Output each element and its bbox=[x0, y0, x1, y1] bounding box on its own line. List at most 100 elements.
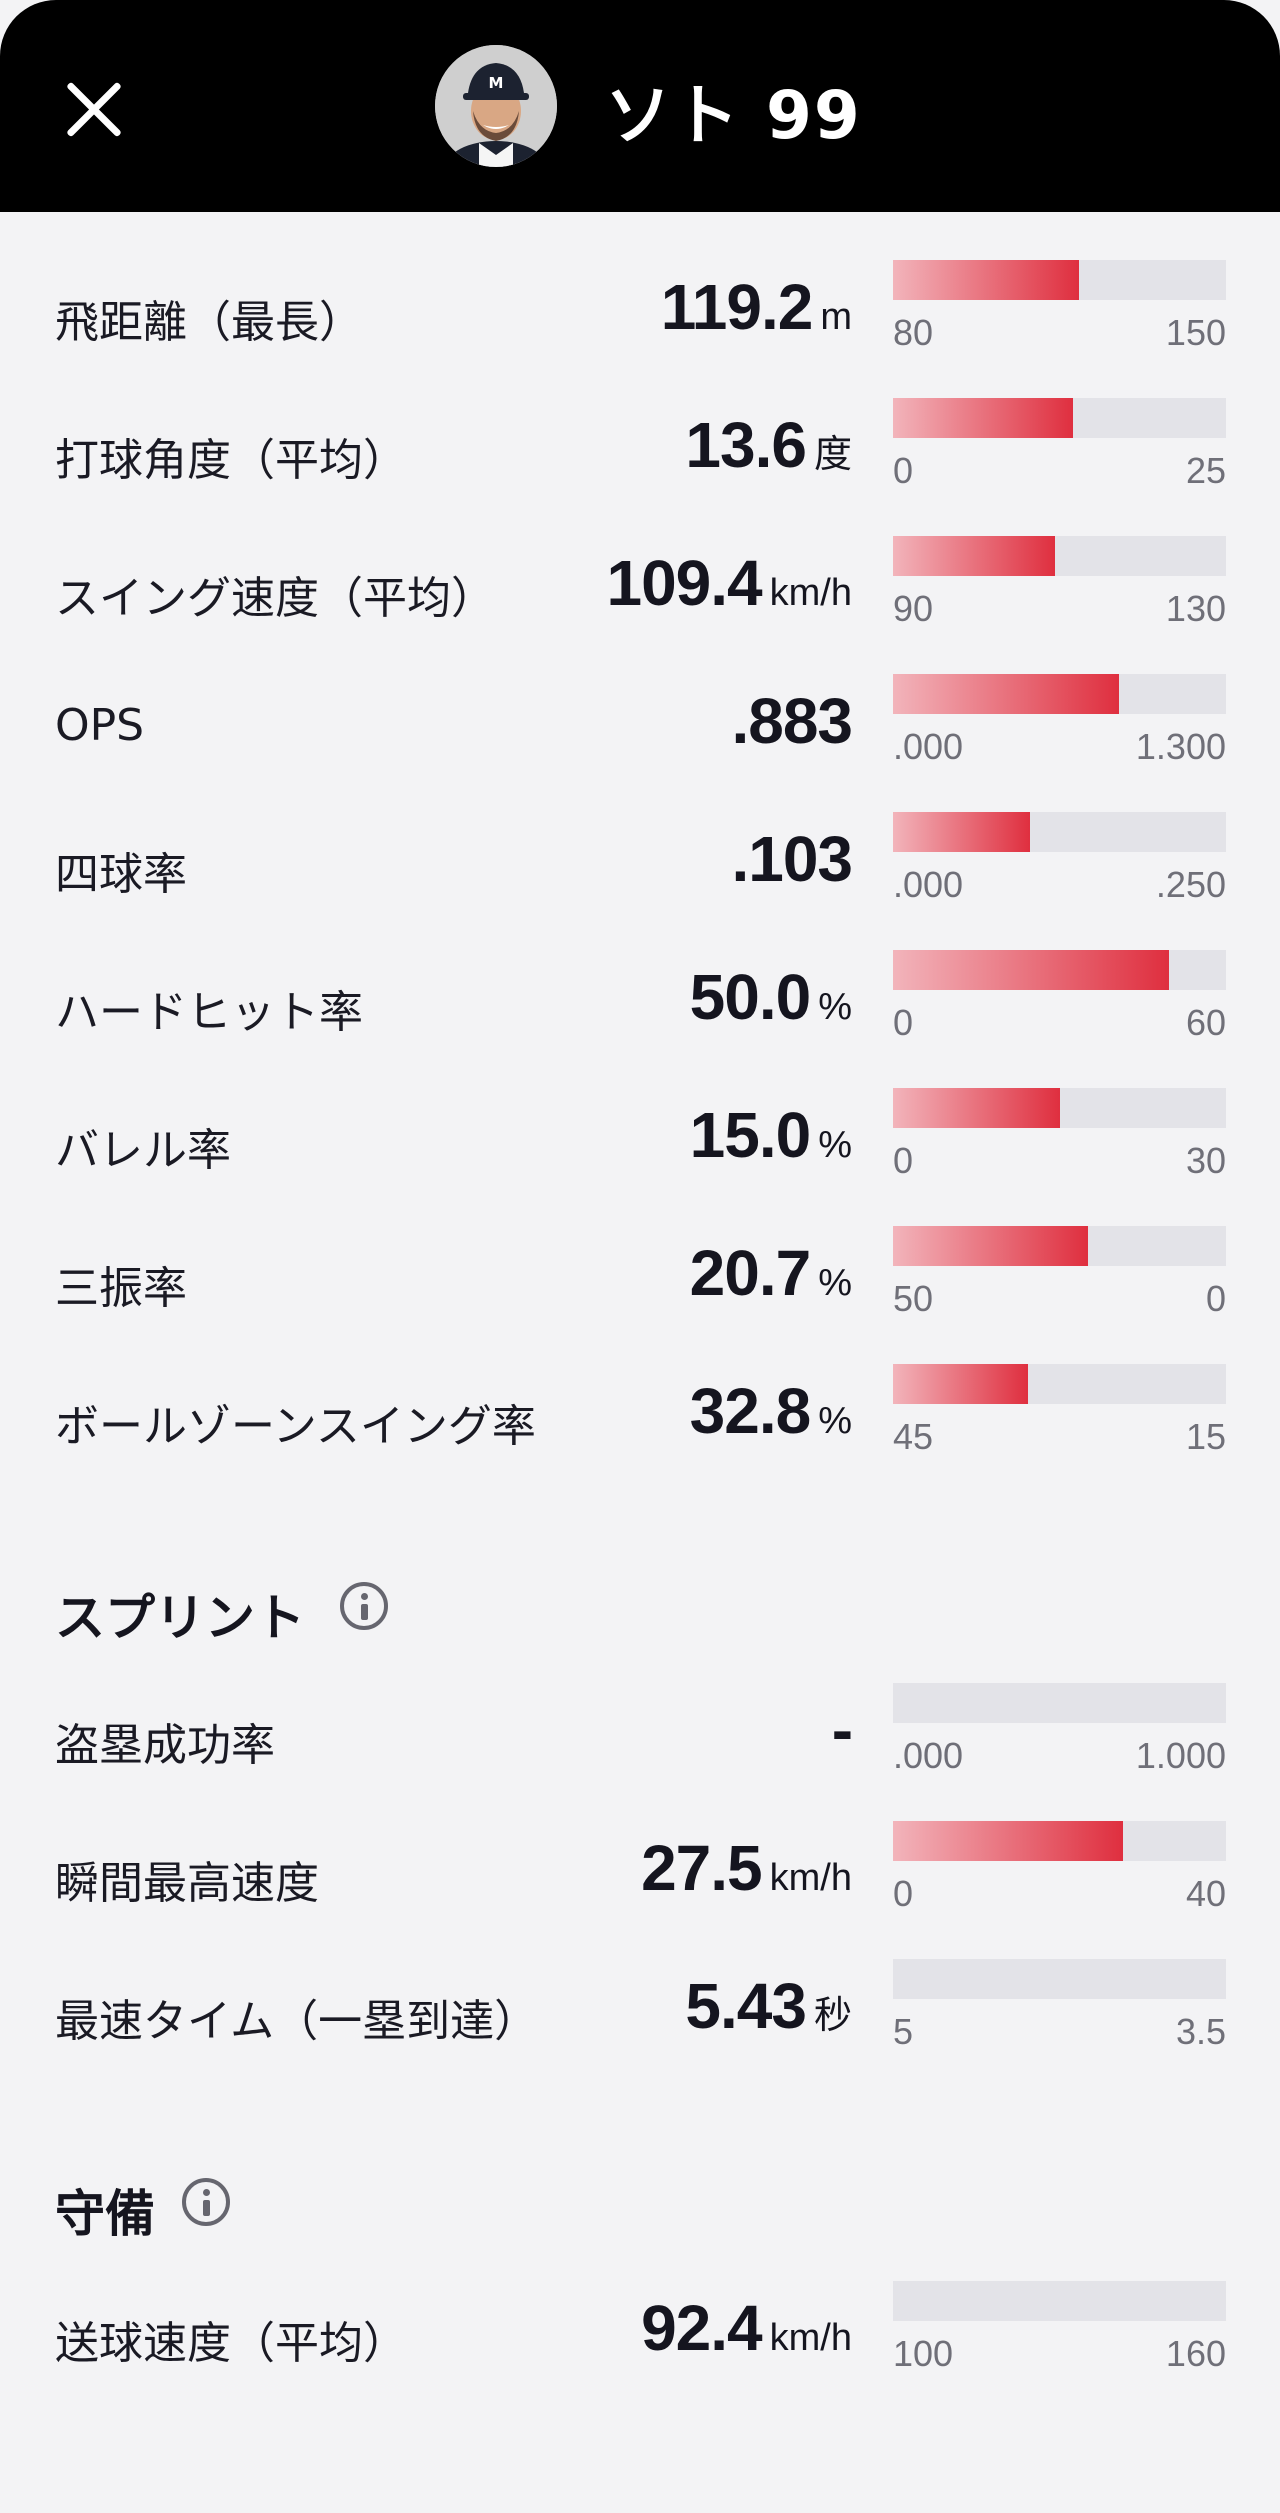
stat-unit: % bbox=[818, 1400, 852, 1442]
range-max-label: 60 bbox=[1185, 1002, 1226, 1043]
stat-bar-fill bbox=[893, 1226, 1088, 1266]
stat-row: ボールゾーンスイング率 32.8% 45 15 bbox=[0, 1364, 1280, 1464]
defense-info-icon[interactable] bbox=[182, 2178, 230, 2226]
stat-row: 飛距離（最長） 119.2 m 80 150 bbox=[0, 260, 1280, 360]
stat-bar-track bbox=[893, 1821, 1226, 1861]
stat-value: 32.8 bbox=[689, 1375, 812, 1447]
range-max-label: 1.300 bbox=[1135, 726, 1226, 767]
stat-bar-track bbox=[893, 950, 1226, 990]
range-max-label: 15 bbox=[1185, 1416, 1226, 1457]
stat-bar-fill bbox=[893, 812, 1030, 852]
range-max-label: 150 bbox=[1165, 312, 1226, 353]
stat-value-group: 20.7% bbox=[690, 1236, 852, 1310]
range-min-label: 80 bbox=[893, 312, 934, 353]
section-title-defense: 守備 bbox=[55, 2185, 155, 2243]
stat-bar-track bbox=[893, 2281, 1226, 2321]
stat-row: 最速タイム（一塁到達） 5.43 秒 5 3.5 bbox=[0, 1959, 1280, 2059]
stat-bar-track bbox=[893, 812, 1226, 852]
stat-unit: km/h bbox=[769, 2317, 852, 2359]
stat-value: 5.43 bbox=[685, 1970, 807, 2042]
stat-bar-fill bbox=[893, 1821, 1123, 1861]
stat-label: 送球速度（平均） bbox=[55, 2318, 407, 2369]
stat-unit: % bbox=[818, 986, 852, 1028]
range-min-label: 0 bbox=[893, 450, 914, 491]
stat-row: 瞬間最高速度 27.5 km/h 0 40 bbox=[0, 1821, 1280, 1921]
range-min-label: 50 bbox=[893, 1278, 934, 1319]
stat-bar-track bbox=[893, 536, 1226, 576]
stat-bar-fill bbox=[893, 536, 1055, 576]
range-min-label: 0 bbox=[893, 1140, 914, 1181]
stat-bar-track bbox=[893, 398, 1226, 438]
stat-row: 盗塁成功率 - .000 1.000 bbox=[0, 1683, 1280, 1783]
range-max-label: 130 bbox=[1165, 588, 1226, 629]
range-min-label: 45 bbox=[893, 1416, 934, 1457]
stat-value-group: 109.4 km/h bbox=[606, 546, 852, 620]
player-avatar: M bbox=[435, 45, 557, 167]
range-min-label: .000 bbox=[893, 726, 964, 767]
stat-value: 50.0 bbox=[689, 961, 812, 1033]
stat-unit: km/h bbox=[769, 572, 852, 614]
range-min-label: 0 bbox=[893, 1002, 914, 1043]
stat-row: OPS .883 .000 1.300 bbox=[0, 674, 1280, 774]
player-name: ソト 99 bbox=[605, 77, 862, 154]
close-icon[interactable] bbox=[54, 70, 134, 150]
stat-value-group: 5.43 秒 bbox=[685, 1969, 852, 2043]
stat-bar-track bbox=[893, 1364, 1226, 1404]
stat-value-group: 50.0% bbox=[690, 960, 852, 1034]
stat-row: 三振率 20.7% 50 0 bbox=[0, 1226, 1280, 1326]
stat-label: スイング速度（平均） bbox=[55, 573, 495, 624]
stat-value: 27.5 bbox=[641, 1832, 763, 1904]
stat-value: - bbox=[831, 1694, 853, 1766]
stat-value: 119.2 bbox=[660, 271, 814, 343]
stat-unit: m bbox=[820, 296, 852, 338]
range-max-label: 25 bbox=[1185, 450, 1226, 491]
stat-row: バレル率 15.0% 0 30 bbox=[0, 1088, 1280, 1188]
sprint-info-icon[interactable] bbox=[340, 1582, 388, 1630]
stat-value: 20.7 bbox=[689, 1237, 812, 1309]
stat-bar-fill bbox=[893, 398, 1073, 438]
stat-bar-fill bbox=[893, 950, 1169, 990]
range-max-label: 3.5 bbox=[1175, 2011, 1226, 2052]
stat-value-group: .883 bbox=[731, 684, 853, 758]
stat-label: ハードヒット率 bbox=[55, 987, 363, 1038]
stat-value-group: 27.5 km/h bbox=[641, 1831, 852, 1905]
stat-row: 四球率 .103 .000 .250 bbox=[0, 812, 1280, 912]
range-max-label: .250 bbox=[1155, 864, 1226, 905]
stat-bar-track bbox=[893, 260, 1226, 300]
stat-label: OPS bbox=[55, 700, 145, 751]
stat-label: 瞬間最高速度 bbox=[55, 1858, 319, 1909]
range-max-label: 0 bbox=[1205, 1278, 1226, 1319]
stat-unit: km/h bbox=[769, 1857, 852, 1899]
stat-value-group: 32.8% bbox=[690, 1374, 852, 1448]
stat-bar-track bbox=[893, 1226, 1226, 1266]
stat-label: 盗塁成功率 bbox=[55, 1720, 275, 1771]
range-min-label: 0 bbox=[893, 1873, 914, 1914]
range-min-label: 90 bbox=[893, 588, 934, 629]
stat-value-group: 13.6 度 bbox=[685, 408, 852, 482]
stat-bar-fill bbox=[893, 674, 1119, 714]
stat-label: 最速タイム（一塁到達） bbox=[55, 1996, 539, 2047]
stat-value: 15.0 bbox=[689, 1099, 812, 1171]
range-max-label: 1.000 bbox=[1135, 1735, 1226, 1776]
svg-text:M: M bbox=[489, 74, 504, 92]
stat-unit: % bbox=[818, 1124, 852, 1166]
stat-value-group: .103 bbox=[731, 822, 853, 896]
stat-label: 飛距離（最長） bbox=[55, 297, 363, 348]
stat-bar-track bbox=[893, 1959, 1226, 1999]
stat-bar-fill bbox=[893, 1364, 1028, 1404]
stat-value: 109.4 bbox=[606, 547, 762, 619]
stat-value-group: - bbox=[831, 1693, 853, 1767]
stat-label: バレル率 bbox=[55, 1125, 231, 1176]
stat-label: 打球角度（平均） bbox=[55, 435, 407, 486]
range-min-label: .000 bbox=[893, 1735, 964, 1776]
stat-row: スイング速度（平均） 109.4 km/h 90 130 bbox=[0, 536, 1280, 636]
stat-unit: 度 bbox=[813, 434, 852, 476]
range-max-label: 160 bbox=[1165, 2333, 1226, 2374]
stat-label: 四球率 bbox=[55, 849, 187, 900]
stat-bar-fill bbox=[893, 1088, 1060, 1128]
stat-value: .883 bbox=[731, 685, 853, 757]
stat-value-group: 15.0% bbox=[690, 1098, 852, 1172]
stat-label: 三振率 bbox=[55, 1263, 187, 1314]
stat-row: ハードヒット率 50.0% 0 60 bbox=[0, 950, 1280, 1050]
range-max-label: 40 bbox=[1185, 1873, 1226, 1914]
